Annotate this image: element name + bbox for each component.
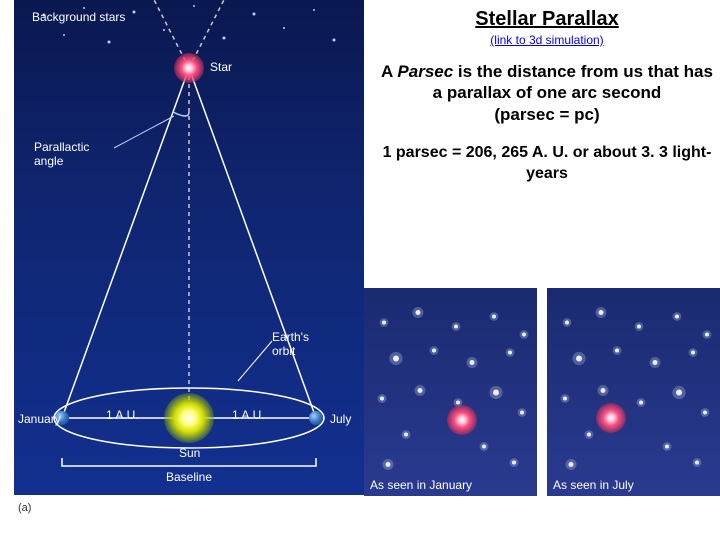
au-right: 1 A.U. [232,408,265,422]
july-label: July [330,412,351,426]
angle-arc [173,112,189,116]
star-views: As seen in January As seen in July [364,288,720,496]
view-july: As seen in July [547,288,720,496]
baseline-label: Baseline [166,470,212,484]
jan-caption: As seen in January [370,478,472,492]
sun-label: Sun [179,446,200,460]
bg-stars-label: Background stars [32,10,125,24]
january-label: January [18,412,61,426]
angle-label: Parallactic angle [34,140,109,168]
star-label: Star [210,60,232,74]
page-title: Stellar Parallax [380,8,714,31]
orbit-pointer [234,335,294,395]
jul-star-field [547,288,720,496]
view-january: As seen in January [364,288,537,496]
parsec-definition: A Parsec is the distance from us that ha… [380,61,714,125]
red-star-jan [447,405,477,435]
parsec-conversion: 1 parsec = 206, 265 A. U. or about 3. 3 … [380,143,714,185]
parallax-diagram: Background stars Star Parallactic angle … [14,0,364,495]
figure-label-a: (a) [18,502,31,514]
jan-star-field [364,288,537,496]
text-panel: Stellar Parallax (link to 3d simulation)… [374,0,720,192]
sight-line-jan [62,68,189,418]
au-left: 1 A.U. [106,408,139,422]
earth-july [309,411,323,425]
sun-icon [164,393,214,443]
simulation-link[interactable]: (link to 3d simulation) [380,33,714,47]
target-star [174,53,204,83]
red-star-jul [596,403,626,433]
jul-caption: As seen in July [553,478,634,492]
